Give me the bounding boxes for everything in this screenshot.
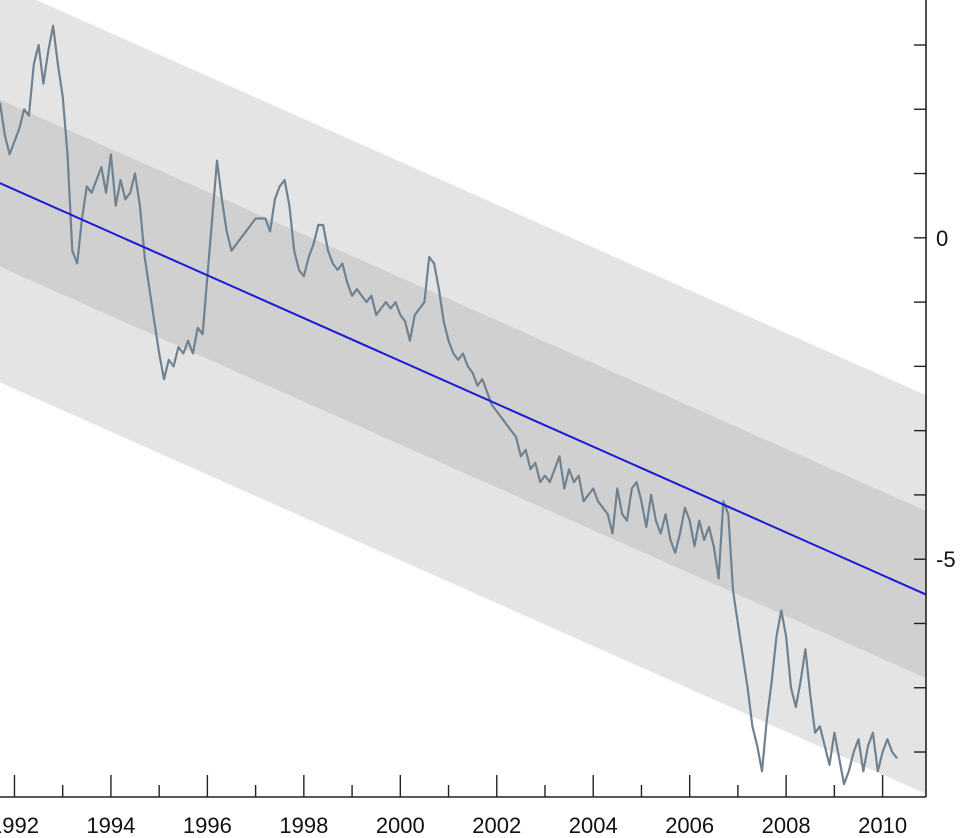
trend-line bbox=[0, 182, 927, 596]
y-tick-label: -5 bbox=[936, 547, 956, 572]
x-tick-label: 2000 bbox=[376, 813, 425, 838]
x-tick-label: 2006 bbox=[665, 813, 714, 838]
x-tick-label: 1996 bbox=[183, 813, 232, 838]
x-tick-label: 2004 bbox=[569, 813, 618, 838]
x-tick-label: 2008 bbox=[762, 813, 811, 838]
x-tick-label: 1992 bbox=[0, 813, 39, 838]
x-tick-label: 2010 bbox=[858, 813, 907, 838]
series-line bbox=[0, 24, 898, 786]
x-tick-label: 1994 bbox=[86, 813, 135, 838]
y-tick-label: 0 bbox=[936, 226, 948, 251]
x-tick-label: 1998 bbox=[279, 813, 328, 838]
x-tick-label: 2002 bbox=[472, 813, 521, 838]
